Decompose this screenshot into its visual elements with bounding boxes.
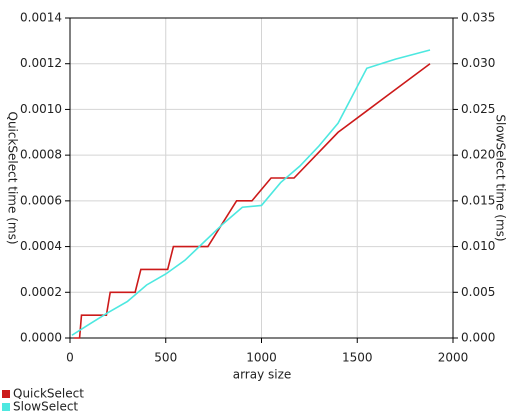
series-line (71, 49, 431, 336)
y-tick-label: 0.0004 (20, 239, 62, 253)
x-tick-label: 1500 (342, 351, 373, 365)
legend-swatch (2, 403, 10, 411)
y-tick-label: 0.0010 (20, 102, 62, 116)
y2-tick-label: 0.000 (461, 331, 495, 345)
y2-axis-label: SlowSelect time (ms) (494, 114, 508, 241)
legend-label: SlowSelect (13, 400, 78, 414)
x-axis-label: array size (233, 368, 292, 382)
y-tick-label: 0.0014 (20, 11, 62, 25)
x-tick-label: 1000 (246, 351, 277, 365)
y-axis-label: QuickSelect time (ms) (6, 112, 20, 245)
y-tick-label: 0.0000 (20, 331, 62, 345)
y2-tick-label: 0.035 (461, 11, 495, 25)
plot-frame (69, 17, 454, 339)
y2-tick-label: 0.005 (461, 285, 495, 299)
y-tick-label: 0.0008 (20, 148, 62, 162)
legend-swatch (2, 390, 10, 398)
y2-tick-label: 0.015 (461, 193, 495, 207)
y2-tick-label: 0.025 (461, 102, 495, 116)
y-tick-label: 0.0012 (20, 56, 62, 70)
series-line (73, 63, 431, 339)
y2-tick-label: 0.030 (461, 56, 495, 70)
x-tick-label: 2000 (438, 351, 469, 365)
y-tick-label: 0.0006 (20, 193, 62, 207)
x-tick-label: 500 (154, 351, 177, 365)
x-tick-label: 0 (66, 351, 74, 365)
y2-tick-label: 0.020 (461, 148, 495, 162)
y2-tick-label: 0.010 (461, 239, 495, 253)
y-tick-label: 0.0002 (20, 285, 62, 299)
legend-label: QuickSelect (13, 387, 84, 401)
